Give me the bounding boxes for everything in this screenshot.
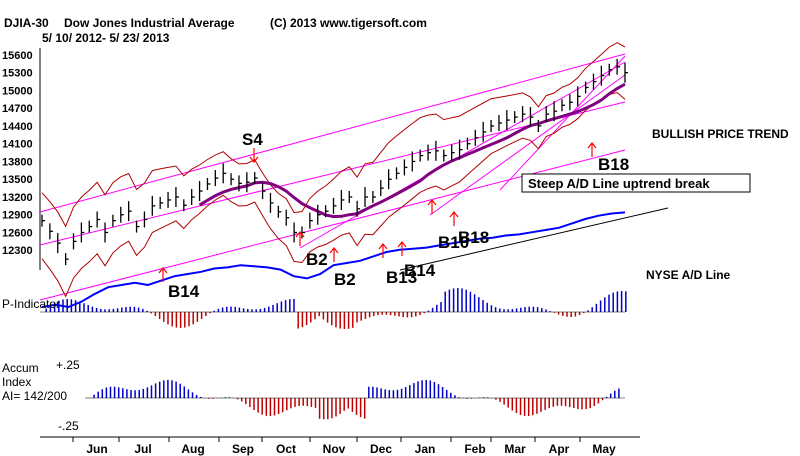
- channel-line-2: [39, 149, 626, 301]
- p-indicator-label: P-Indicator: [2, 297, 60, 311]
- y-tick-11: 12300: [2, 245, 33, 257]
- y-tick-4: 14400: [2, 121, 33, 133]
- lower-band: [41, 91, 626, 298]
- x-tick-1: Jul: [134, 442, 151, 456]
- ai-label: AI= 142/200: [2, 389, 67, 403]
- y-tick-5: 14100: [2, 139, 33, 151]
- ad-line: [41, 211, 626, 309]
- x-tick-4: Oct: [276, 442, 296, 456]
- chart-copyright: (C) 2013 www.tigersoft.com: [270, 16, 427, 30]
- y-tick-6: 13800: [2, 156, 33, 168]
- accum-label: Accum: [2, 361, 39, 375]
- x-tick-9: Mar: [504, 442, 526, 456]
- x-tick-5: Nov: [323, 442, 346, 456]
- index-label: Index: [2, 375, 31, 389]
- x-tick-3: Sep: [232, 442, 254, 456]
- price-bars: [41, 58, 628, 266]
- x-tick-7: Jan: [415, 442, 436, 456]
- buy-arrow-head-2: [329, 247, 339, 254]
- upper-band: [41, 42, 626, 228]
- p-indicator-group: [40, 288, 627, 330]
- buy-arrow-head-6: [449, 211, 459, 218]
- chart-date-range: 5/ 10/ 2012- 5/ 23/ 2013: [42, 31, 170, 45]
- signal-b13: B13: [386, 268, 417, 287]
- buy-arrow-head-5: [427, 199, 437, 206]
- ad-break-box: [521, 173, 751, 193]
- signal-arrows: [158, 142, 597, 282]
- ad-trendline: [399, 207, 669, 271]
- signal-b2-a: B2: [306, 250, 328, 269]
- ad-line-group: [41, 207, 669, 309]
- ad-break-label: Steep A/D Line uptrend break: [528, 176, 710, 191]
- sell-arrow-head: [249, 156, 259, 163]
- signal-s4: S4: [242, 130, 263, 149]
- y-tick-10: 12600: [2, 227, 33, 239]
- y-tick-7: 13500: [2, 174, 33, 186]
- accum-low-label: -.25: [58, 419, 79, 433]
- x-tick-2: Aug: [181, 442, 204, 456]
- signal-b18-b: B18: [598, 155, 629, 174]
- signal-b14-a: B14: [168, 282, 200, 301]
- trend-label: BULLISH PRICE TREND: [652, 127, 789, 141]
- signal-b10: B10: [438, 233, 469, 252]
- x-tick-8: Feb: [464, 442, 485, 456]
- signal-b18-a: B18: [458, 228, 489, 247]
- buy-arrow-head-3: [378, 243, 388, 250]
- y-tick-3: 14700: [2, 103, 33, 115]
- nyse-ad-label: NYSE A/D Line: [646, 268, 731, 282]
- buy-arrow-head-1: [295, 231, 305, 238]
- x-tick-0: Jun: [86, 442, 107, 456]
- channel-line-5: [499, 55, 626, 191]
- y-tick-labels: 15600 15300 15000 14700 14400 14100 13800 13500…: [2, 50, 33, 257]
- channel-line-0: [39, 53, 626, 213]
- accum-high-label: +.25: [56, 358, 80, 372]
- x-tick-11: May: [592, 442, 616, 456]
- channel-line-4: [429, 74, 626, 216]
- buy-arrow-head-4: [397, 241, 407, 248]
- x-tick-10: Apr: [549, 442, 570, 456]
- signal-b14-b: B14: [404, 261, 436, 280]
- y-tick-9: 12900: [2, 210, 33, 222]
- buy-arrow-head-0: [158, 267, 168, 274]
- x-tick-6: Dec: [370, 442, 392, 456]
- chart-symbol: DJIA-30: [4, 16, 49, 30]
- buy-arrow-head-7: [587, 142, 597, 149]
- y-tick-1: 15300: [2, 68, 33, 80]
- signal-b2-b: B2: [334, 270, 356, 289]
- x-tick-labels: Jun Jul Aug Sep Oct Nov Dec Jan Feb Mar Apr May: [72, 437, 616, 456]
- accum-index-group: [85, 379, 625, 420]
- chart-title: Dow Jones Industrial Average: [64, 16, 235, 30]
- y-tick-0: 15600: [2, 50, 33, 62]
- moving-average: [198, 82, 626, 219]
- y-tick-8: 13200: [2, 192, 33, 204]
- y-tick-2: 15000: [2, 85, 33, 97]
